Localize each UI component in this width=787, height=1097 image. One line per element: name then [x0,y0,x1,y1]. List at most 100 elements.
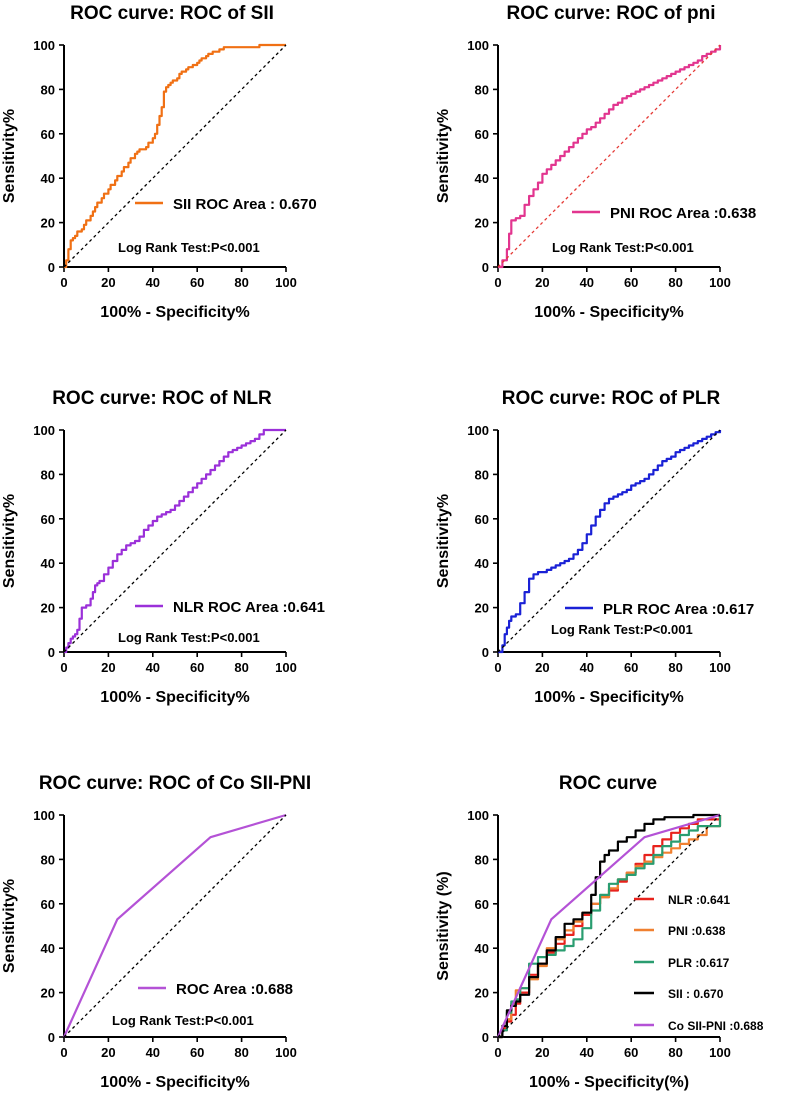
log-rank-annotation: Log Rank Test:P<0.001 [552,240,694,255]
legend-label: SII : 0.670 [668,987,724,1001]
x-tick-label: 100 [275,660,297,675]
chart-title: ROC curve: ROC of SII [70,3,274,24]
y-axis-title: Sensitivity% [1,109,18,203]
x-axis-title: 100% - Specificity(%) [529,1074,689,1091]
x-tick-label: 80 [234,1045,248,1060]
y-tick-label: 100 [33,423,55,438]
chart-title: ROC curve [559,773,657,794]
legend-label: NLR ROC Area :0.641 [173,599,325,616]
y-axis-title: Sensitivity% [435,494,452,588]
x-axis-title: 100% - Specificity% [100,1074,249,1091]
x-tick-label: 60 [624,1045,638,1060]
x-tick-label: 100 [275,275,297,290]
x-tick-label: 80 [668,275,682,290]
legend-label: NLR :0.641 [668,893,730,907]
x-tick-label: 0 [494,1045,501,1060]
y-tick-label: 80 [475,467,489,482]
y-tick-label: 20 [41,601,55,616]
y-tick-label: 80 [41,82,55,97]
roc-curve-1 [498,45,722,269]
log-rank-annotation: Log Rank Test:P<0.001 [551,622,693,637]
x-tick-label: 40 [146,1045,160,1060]
roc-panel-4: ROC curve: ROC of PLR 0 20 40 60 80 100 0 20 40 60… [435,388,754,706]
y-axis-title: Sensitivity% [1,494,18,588]
reference-diagonal [497,429,721,653]
legend-label: ROC Area :0.688 [176,981,293,998]
x-tick-label: 60 [624,275,638,290]
y-tick-label: 20 [41,216,55,231]
log-rank-annotation: Log Rank Test:P<0.001 [112,1013,254,1028]
x-tick-label: 60 [190,660,204,675]
x-tick-label: 40 [580,660,594,675]
roc-panel-1: ROC curve: ROC of SII 0 20 40 60 80 100 0 20 40 60… [1,3,317,321]
roc-panel-3: ROC curve: ROC of NLR 0 20 40 60 80 100 0 20 40 60… [1,388,325,706]
chart-title: ROC curve: ROC of Co SII-PNI [39,773,311,794]
reference-diagonal [497,814,721,1038]
log-rank-annotation: Log Rank Test:P<0.001 [118,240,260,255]
y-tick-label: 60 [41,897,55,912]
x-tick-label: 100 [709,1045,731,1060]
y-tick-label: 40 [475,941,489,956]
y-tick-label: 0 [48,260,55,275]
y-tick-label: 100 [467,423,489,438]
x-tick-label: 100 [275,1045,297,1060]
y-tick-label: 20 [475,601,489,616]
y-tick-label: 40 [41,171,55,186]
x-tick-label: 60 [190,1045,204,1060]
x-tick-label: 40 [146,660,160,675]
x-tick-label: 80 [668,1045,682,1060]
y-tick-label: 80 [475,82,489,97]
reference-diagonal [63,814,287,1038]
y-tick-label: 0 [482,1030,489,1045]
y-axis-title: Sensitivity% [435,109,452,203]
roc-curve-1 [62,813,287,1038]
x-tick-label: 40 [146,275,160,290]
legend-label: PLR ROC Area :0.617 [603,601,754,618]
x-tick-label: 40 [580,1045,594,1060]
reference-diagonal [497,44,721,268]
roc-curve-5 [496,813,721,1038]
roc-panel-6: ROC curve 0 20 40 60 80 100 0 20 40 60 80 100 100% - … [435,773,764,1091]
x-tick-label: 60 [190,275,204,290]
legend-label: SII ROC Area : 0.670 [173,196,317,213]
x-tick-label: 80 [234,660,248,675]
y-axis-title: Sensitivity% [1,879,18,973]
y-tick-label: 20 [41,986,55,1001]
x-tick-label: 0 [60,660,67,675]
y-tick-label: 60 [41,127,55,142]
x-axis-title: 100% - Specificity% [100,689,249,706]
x-axis-title: 100% - Specificity% [534,304,683,321]
roc-curve-1 [64,43,286,269]
roc-curve-4 [498,813,720,1039]
x-tick-label: 20 [535,1045,549,1060]
y-tick-label: 40 [475,171,489,186]
x-tick-label: 20 [101,660,115,675]
y-tick-label: 80 [475,852,489,867]
x-tick-label: 100 [709,660,731,675]
y-tick-label: 40 [475,556,489,571]
y-axis-title: Sensitivity (%) [435,871,452,980]
x-tick-label: 20 [101,1045,115,1060]
chart-title: ROC curve: ROC of pni [506,3,715,24]
legend-label: PNI ROC Area :0.638 [610,205,756,222]
y-tick-label: 80 [41,467,55,482]
x-tick-label: 40 [580,275,594,290]
roc-curve-1 [64,428,286,654]
x-tick-label: 0 [494,275,501,290]
y-tick-label: 100 [467,808,489,823]
x-tick-label: 80 [234,275,248,290]
x-tick-label: 20 [101,275,115,290]
roc-panel-5: ROC curve: ROC of Co SII-PNI 0 20 40 60 80 100… [1,773,311,1091]
y-tick-label: 60 [475,512,489,527]
x-tick-label: 0 [60,275,67,290]
x-tick-label: 100 [709,275,731,290]
reference-diagonal [63,429,287,653]
x-tick-label: 0 [494,660,501,675]
legend-label: PLR :0.617 [668,956,730,970]
legend-label: PNI :0.638 [668,924,726,938]
log-rank-annotation: Log Rank Test:P<0.001 [118,630,260,645]
y-tick-label: 100 [33,808,55,823]
roc-panel-2: ROC curve: ROC of pni 0 20 40 60 80 100 0 20 40 60… [435,3,756,321]
y-tick-label: 100 [33,38,55,53]
